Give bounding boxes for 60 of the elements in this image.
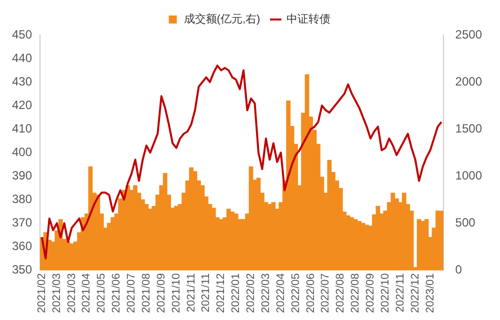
x-tick-label: 2022/08: [334, 273, 347, 314]
bar: [350, 217, 354, 270]
bar: [357, 220, 362, 270]
y-tick-label: 430: [12, 74, 32, 88]
y2-tick-label: 1500: [455, 121, 482, 136]
y2-tick-label: 1000: [455, 168, 482, 182]
x-tick-label: 2022/09: [364, 273, 377, 314]
y-tick-label: 450: [12, 27, 32, 42]
x-tick-label: 2022/02: [245, 273, 258, 314]
x-tick-label: 2022/08: [350, 273, 362, 314]
bar: [230, 212, 235, 270]
x-tick-label: 2021/11: [200, 273, 212, 312]
x-tick-label: 2023/01: [424, 273, 436, 314]
bar: [133, 185, 138, 270]
bar: [189, 167, 194, 270]
x-tick-label: 2022/06: [304, 273, 317, 314]
legend-label: 成交额(亿元,右): [184, 12, 260, 26]
x-tick-label: 2021/07: [126, 273, 138, 314]
x-tick-label: 2021/10: [170, 273, 182, 314]
x-tick-label: 2021/06: [110, 273, 123, 314]
bar: [364, 224, 369, 270]
y-tick-label: 420: [12, 98, 32, 112]
y2-tick-label: 0: [455, 262, 462, 277]
bar: [271, 202, 276, 270]
x-tick-label: 2022/03: [260, 273, 272, 314]
x-tick-label: 2021/03: [50, 273, 63, 314]
x-tick-label: 2022/01: [230, 273, 242, 314]
x-tick-label: 2021/12: [215, 273, 228, 314]
bar: [70, 244, 74, 270]
y-tick-label: 370: [12, 216, 32, 230]
y-tick-label: 440: [12, 50, 32, 65]
x-tick-label: 2021/03: [66, 273, 78, 314]
y-tick-label: 380: [12, 192, 32, 206]
bar: [110, 217, 116, 270]
bar: [390, 192, 396, 270]
y-tick-label: 350: [12, 262, 32, 277]
bar: [174, 206, 179, 270]
x-tick-label: 2022/10: [379, 273, 392, 314]
x-tick-label: 2022/12: [409, 273, 422, 314]
y-tick-label: 360: [12, 239, 32, 254]
bar: [420, 220, 425, 270]
x-tick-label: 2021/09: [155, 273, 168, 314]
legend-label: 中证转债: [286, 12, 331, 26]
y-tick-label: 390: [12, 168, 32, 182]
x-tick-label: 2021/11: [185, 273, 198, 312]
bar: [439, 210, 444, 270]
y2-tick-label: 2000: [455, 74, 482, 88]
x-tick-label: 2022/04: [274, 273, 287, 314]
y-tick-label: 410: [12, 121, 32, 136]
x-tick-label: 2021/05: [96, 273, 108, 314]
x-tick-label: 2022/07: [320, 273, 332, 314]
y2-tick-label: 2500: [455, 27, 482, 42]
x-tick-label: 2021/04: [80, 273, 93, 314]
x-tick-label: 2021/02: [36, 273, 48, 314]
y-tick-label: 400: [12, 144, 32, 159]
x-tick-label: 2022/05: [290, 273, 302, 314]
y2-tick-label: 500: [455, 216, 476, 230]
bar: [327, 160, 332, 270]
x-tick-label: 2022/11: [394, 273, 406, 312]
x-tick-label: 2021/08: [140, 273, 152, 314]
